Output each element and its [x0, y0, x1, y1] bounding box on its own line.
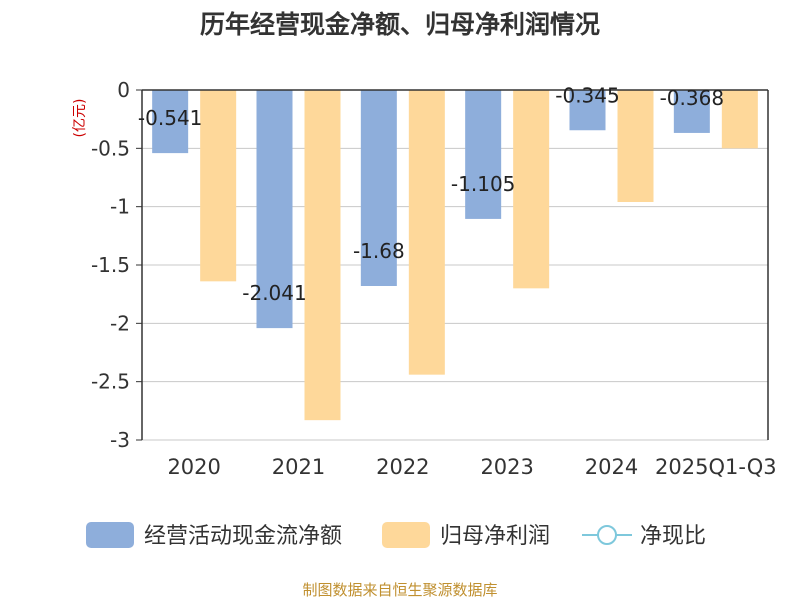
x-tick-label: 2021 — [272, 455, 325, 479]
data-label: -1.105 — [451, 172, 515, 196]
x-tick-label: 2025Q1-Q3 — [655, 455, 777, 479]
bar-operating-cash-flow — [673, 90, 710, 133]
data-label: -1.68 — [353, 239, 405, 263]
y-tick-label: -2 — [110, 311, 130, 335]
legend-item[interactable]: 净现比 — [582, 524, 706, 549]
data-label: -0.541 — [138, 106, 202, 130]
legend-item[interactable]: 归母净利润 — [382, 522, 550, 549]
bar-operating-cash-flow — [465, 90, 502, 219]
y-tick-label: -2.5 — [91, 370, 130, 394]
y-tick-label: -1.5 — [91, 253, 130, 277]
bar-net-profit — [617, 90, 654, 202]
y-tick-label: 0 — [117, 78, 130, 102]
x-tick-label: 2023 — [480, 455, 533, 479]
legend-item[interactable]: 经营活动现金流净额 — [86, 522, 342, 549]
legend-label: 归母净利润 — [440, 524, 550, 549]
data-label: -2.041 — [242, 281, 306, 305]
bar-operating-cash-flow — [360, 90, 397, 286]
legend-swatch — [86, 522, 134, 548]
bar-net-profit — [304, 90, 341, 421]
legend-label: 净现比 — [640, 524, 706, 549]
legend-marker — [597, 525, 617, 545]
y-tick-label: -0.5 — [91, 136, 130, 160]
bar-operating-cash-flow — [569, 90, 606, 131]
bar-net-profit — [200, 90, 237, 282]
legend-swatch — [382, 522, 430, 548]
chart-title: 历年经营现金净额、归母净利润情况 — [200, 10, 600, 39]
bars — [152, 90, 758, 421]
gridlines — [142, 147, 768, 441]
footer-source: 制图数据来自恒生聚源数据库 — [302, 581, 497, 599]
bar-net-profit — [721, 90, 758, 149]
data-label: -0.368 — [660, 86, 724, 110]
x-tick-label: 2020 — [167, 455, 220, 479]
data-label: -0.345 — [555, 83, 619, 107]
data-labels: -0.541 -2.041 -1.68 -1.105 -0.345 -0.368 — [138, 83, 724, 305]
bar-net-profit — [408, 90, 445, 375]
bar-net-profit — [513, 90, 550, 289]
y-tick-label: -1 — [110, 195, 130, 219]
bar-operating-cash-flow — [152, 90, 189, 154]
y-axis-label: (亿元) — [72, 99, 88, 138]
legend-label: 经营活动现金流净额 — [144, 524, 342, 549]
axes: 0 -0.5 -1 -1.5 -2 -2.5 -3 2020 2021 2022 2023 2024 2… — [91, 78, 777, 479]
legend: 经营活动现金流净额 归母净利润 净现比 — [86, 522, 706, 549]
x-tick-label: 2024 — [585, 455, 638, 479]
bar-operating-cash-flow — [256, 90, 293, 329]
x-tick-label: 2022 — [376, 455, 429, 479]
y-tick-label: -3 — [110, 428, 130, 452]
